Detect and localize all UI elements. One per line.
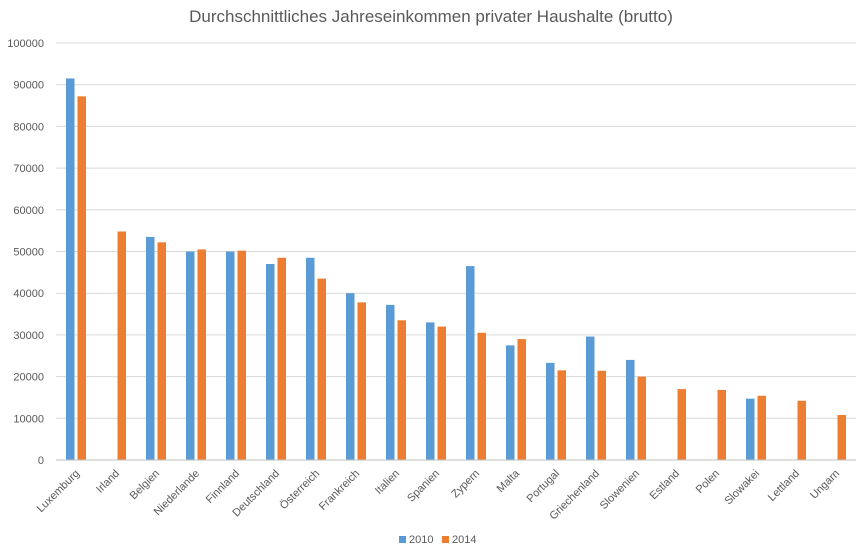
y-tick-label: 10000 xyxy=(13,413,44,425)
bar-2014-österreich xyxy=(317,278,326,460)
chart-title: Durchschnittliches Jahreseinkommen priva… xyxy=(189,7,673,26)
x-category-label: Belgien xyxy=(128,468,162,502)
bar-2010-slowakei xyxy=(746,398,755,460)
bar-2010-österreich xyxy=(306,257,315,460)
x-category-label: Luxemburg xyxy=(35,468,82,515)
bars xyxy=(66,78,846,460)
bar-2010-luxemburg xyxy=(66,78,75,460)
x-category-label: Polen xyxy=(694,468,722,496)
bar-2014-malta xyxy=(517,339,526,460)
y-tick-label: 50000 xyxy=(13,247,44,259)
bar-2014-slowakei xyxy=(757,395,766,460)
bar-2014-estland xyxy=(677,389,686,460)
bar-2010-finnland xyxy=(226,251,235,460)
bar-2010-malta xyxy=(506,345,515,460)
y-tick-label: 30000 xyxy=(13,330,44,342)
bar-2010-frankreich xyxy=(346,293,355,460)
bar-2014-frankreich xyxy=(357,302,366,460)
bar-2014-luxemburg xyxy=(77,96,86,460)
y-tick-label: 60000 xyxy=(13,205,44,217)
bar-2010-italien xyxy=(386,304,395,460)
bar-2010-zypern xyxy=(466,266,475,460)
bar-2010-slowenien xyxy=(626,359,635,460)
bar-2014-zypern xyxy=(477,332,486,460)
bar-2010-belgien xyxy=(146,236,155,460)
x-category-label: Estland xyxy=(648,468,682,502)
bar-2014-spanien xyxy=(437,326,446,460)
x-category-label: Italien xyxy=(373,468,402,497)
bar-2010-griechenland xyxy=(586,336,595,460)
x-category-label: Österreich xyxy=(278,468,322,512)
y-tick-label: 90000 xyxy=(13,80,44,92)
x-category-label: Ungarn xyxy=(808,468,842,502)
x-category-label: Finnland xyxy=(204,468,242,506)
x-category-label: Slowakei xyxy=(723,468,763,508)
legend-label: 2010 xyxy=(409,534,433,546)
y-tick-label: 20000 xyxy=(13,372,44,384)
bar-2014-lettland xyxy=(797,400,806,460)
bar-2014-belgien xyxy=(157,242,166,460)
legend-swatch-2010 xyxy=(399,536,406,543)
y-tick-label: 40000 xyxy=(13,288,44,300)
bar-2010-deutschland xyxy=(266,264,275,460)
x-category-label: Portugal xyxy=(525,468,562,505)
y-axis-ticks: 0 10000 20000 30000 40000 50000 60000 70000 8000… xyxy=(7,38,44,467)
x-category-label: Spanien xyxy=(405,468,442,505)
bar-2014-italien xyxy=(397,320,406,460)
x-category-label: Lettland xyxy=(766,468,802,504)
bar-2014-finnland xyxy=(237,250,246,460)
bar-2014-griechenland xyxy=(597,370,606,460)
bar-2014-irland xyxy=(117,231,126,460)
bar-2014-portugal xyxy=(557,370,566,460)
x-category-label: Frankreich xyxy=(317,468,362,513)
x-category-label: Zypern xyxy=(449,468,482,501)
bar-2014-ungarn xyxy=(837,414,846,460)
bar-2010-portugal xyxy=(546,362,555,460)
x-category-label: Malta xyxy=(495,467,523,495)
y-tick-label: 70000 xyxy=(13,163,44,175)
legend: 2010 2014 xyxy=(399,534,476,546)
legend-label: 2014 xyxy=(452,534,476,546)
legend-swatch-2014 xyxy=(442,536,449,543)
x-category-label: Slowenien xyxy=(598,468,642,512)
bar-2014-slowenien xyxy=(637,376,646,460)
bar-2014-niederlande xyxy=(197,249,206,460)
y-tick-label: 100000 xyxy=(7,38,44,50)
bar-2014-polen xyxy=(717,389,726,460)
bar-2010-spanien xyxy=(426,322,435,460)
y-tick-label: 80000 xyxy=(13,121,44,133)
bar-2010-niederlande xyxy=(186,251,195,460)
bar-2014-deutschland xyxy=(277,257,286,460)
x-category-label: Irland xyxy=(94,468,122,496)
y-tick-label: 0 xyxy=(38,455,44,467)
gridlines xyxy=(56,42,856,419)
